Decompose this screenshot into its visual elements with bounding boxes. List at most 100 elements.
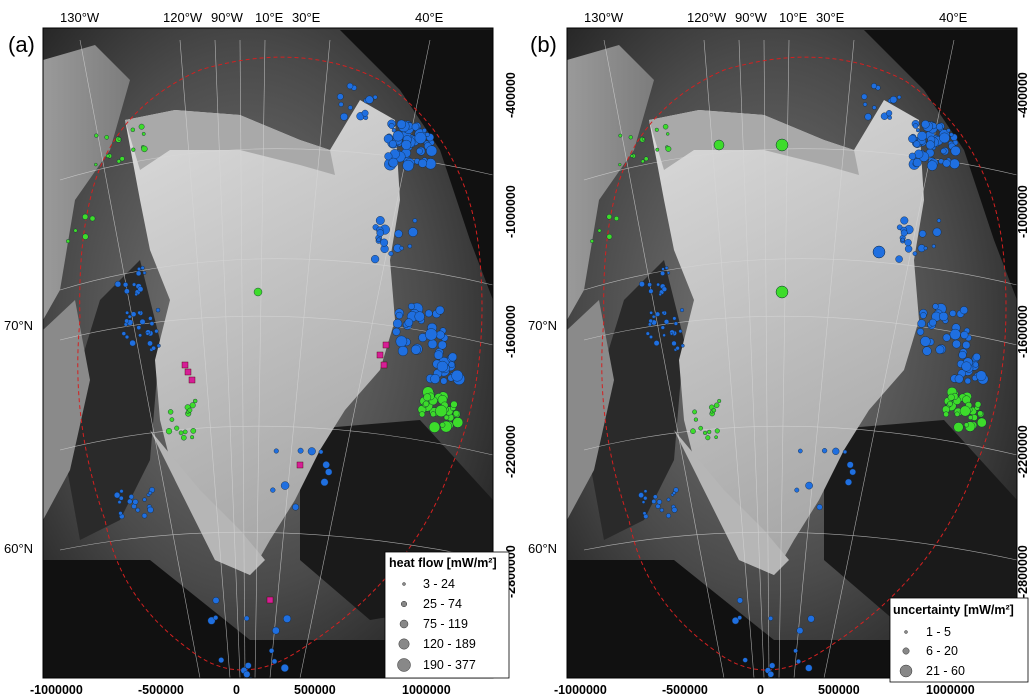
- measurement-site-marker: [130, 311, 137, 317]
- measurement-site-marker: [711, 408, 717, 413]
- measurement-site-marker: [428, 421, 441, 433]
- measurement-site-marker: [775, 138, 789, 152]
- measurement-site-marker: [440, 377, 448, 385]
- measurement-site-marker: [134, 292, 138, 297]
- legend-item: 120 - 189: [423, 637, 476, 651]
- measurement-site-marker: [371, 255, 380, 264]
- measurement-site-marker: [141, 145, 148, 153]
- measurement-site-marker: [411, 123, 420, 131]
- measurement-site-marker: [692, 409, 698, 415]
- ice-core-site-marker: [382, 341, 390, 349]
- measurement-site-marker: [796, 627, 804, 634]
- measurement-site-marker: [212, 597, 220, 604]
- measurement-site-marker: [939, 311, 949, 322]
- measurement-site-marker: [643, 489, 648, 494]
- measurement-site-marker: [338, 101, 344, 107]
- measurement-site-marker: [947, 400, 953, 407]
- measurement-site-marker: [408, 302, 415, 310]
- measurement-site-marker: [664, 266, 669, 270]
- measurement-site-marker: [253, 287, 263, 297]
- measurement-site-marker: [916, 128, 921, 133]
- measurement-site-marker: [418, 158, 427, 168]
- measurement-site-marker: [654, 127, 659, 132]
- measurement-site-marker: [940, 148, 947, 155]
- y-tick-label: -400000: [504, 72, 518, 118]
- measurement-site-marker: [918, 230, 927, 238]
- y-tick-label: -1000000: [1016, 185, 1030, 238]
- measurement-site-marker: [651, 314, 656, 319]
- measurement-site-marker: [82, 213, 89, 220]
- measurement-site-marker: [822, 448, 828, 454]
- measurement-site-marker: [693, 417, 698, 422]
- measurement-site-marker: [904, 245, 913, 253]
- canadian-landmass: [43, 45, 130, 320]
- panel-a-map: [43, 28, 493, 678]
- measurement-site-marker: [391, 127, 397, 133]
- measurement-site-marker: [430, 373, 440, 384]
- measurement-site-marker: [661, 311, 666, 315]
- measurement-site-marker: [908, 134, 917, 143]
- measurement-site-marker: [435, 405, 448, 418]
- measurement-site-marker: [132, 498, 139, 505]
- panel-a-frame: [42, 27, 494, 679]
- measurement-site-marker: [174, 425, 180, 431]
- greenland-south-coast: [150, 430, 265, 575]
- measurement-site-marker: [675, 346, 680, 351]
- measurement-site-marker: [114, 280, 122, 288]
- measurement-site-marker: [916, 328, 925, 336]
- measurement-site-marker: [871, 83, 877, 89]
- measurement-site-marker: [954, 374, 964, 384]
- legend-item: 6 - 20: [926, 644, 958, 658]
- measurement-site-marker: [178, 430, 184, 436]
- measurement-site-marker: [116, 159, 121, 164]
- ice-core-site-marker: [184, 368, 192, 376]
- panel-b-bottom-labels: -1000000 -500000 0 500000 1000000: [554, 683, 975, 697]
- measurement-site-marker: [673, 321, 678, 326]
- measurement-site-marker: [218, 657, 225, 663]
- measurement-site-marker: [805, 664, 813, 672]
- measurement-site-marker: [376, 237, 382, 243]
- measurement-site-marker: [936, 218, 941, 223]
- legend-box: [384, 551, 510, 679]
- measurement-site-marker: [935, 345, 945, 355]
- measurement-site-marker: [182, 429, 188, 435]
- legend-item: 1 - 5: [926, 625, 951, 639]
- measurement-site-marker: [192, 398, 198, 404]
- measurement-site-marker: [613, 215, 619, 221]
- panel-b-right-labels: -400000 -1000000 -1600000 -2200000 -2800…: [1016, 72, 1030, 598]
- measurement-site-marker: [660, 325, 665, 330]
- measurement-site-marker: [900, 229, 908, 237]
- measurement-site-marker: [590, 239, 594, 244]
- measurement-site-marker: [187, 407, 193, 413]
- measurement-site-marker: [671, 340, 677, 347]
- panel-a-bottom-labels: -1000000 -500000 0 500000 1000000: [30, 683, 451, 697]
- measurement-site-marker: [404, 318, 413, 327]
- measurement-site-marker: [647, 282, 652, 288]
- measurement-site-marker: [410, 344, 421, 355]
- measurement-site-marker: [269, 648, 275, 654]
- y-tick-label: -2800000: [1016, 545, 1030, 598]
- measurement-site-marker: [648, 318, 653, 324]
- x-tick-label: -1000000: [554, 683, 607, 697]
- measurement-site-marker: [861, 93, 868, 100]
- panel-b-top-lon-labels: 130°W 120°W 90°W 10°E 30°E 40°E: [584, 10, 968, 25]
- panel-b-frame: [566, 27, 1018, 679]
- measurement-site-marker: [430, 411, 437, 418]
- y-tick-label: -2200000: [1016, 425, 1030, 478]
- measurement-site-marker: [127, 498, 133, 505]
- measurement-site-marker: [243, 615, 250, 622]
- measurement-site-marker: [425, 328, 438, 341]
- measurement-site-marker: [451, 369, 464, 382]
- deep-basin-west: [60, 260, 160, 540]
- greenland-north-coast: [649, 110, 859, 175]
- measurement-site-marker: [703, 430, 708, 435]
- measurement-site-marker: [393, 318, 403, 329]
- lat-label: 70°N: [528, 318, 557, 333]
- legend-symbol: [902, 647, 910, 655]
- measurement-site-marker: [974, 401, 982, 408]
- y-tick-label: -400000: [1016, 72, 1030, 118]
- measurement-site-marker: [414, 311, 425, 322]
- measurement-site-marker: [652, 494, 658, 500]
- measurement-site-marker: [946, 128, 951, 133]
- measurement-site-marker: [897, 95, 902, 100]
